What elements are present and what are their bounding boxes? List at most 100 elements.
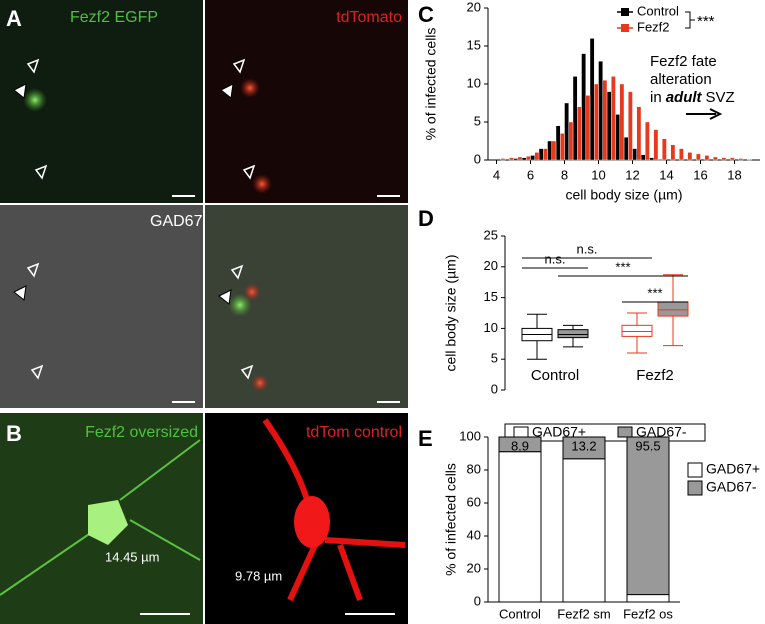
- y-tick-label: 20: [467, 560, 481, 575]
- x-tick-label: 14: [659, 167, 673, 182]
- bar: [606, 91, 612, 161]
- legend-label: GAD67-: [706, 479, 757, 495]
- bar: [500, 158, 506, 161]
- annotation-part: adult: [666, 89, 703, 106]
- x-tick-label: 4: [493, 167, 500, 182]
- panel-letter: A: [6, 6, 22, 31]
- y-tick-label: 10: [484, 320, 498, 335]
- bar: [636, 106, 642, 161]
- x-tick-label: 12: [625, 167, 639, 182]
- y-tick-label: 100: [459, 428, 481, 443]
- x-tick-label: 8: [561, 167, 568, 182]
- annotation: ***: [697, 13, 715, 30]
- significance-label: ***: [647, 285, 662, 300]
- legend-label: Fezf2: [637, 19, 670, 34]
- panel-letter: C: [418, 2, 434, 27]
- image-label: Fezf2 oversized: [85, 424, 198, 441]
- annotation-part: in: [650, 89, 662, 106]
- bar: [730, 157, 735, 161]
- bar: [589, 38, 595, 161]
- bar: [564, 102, 569, 161]
- x-tick-label: Fezf2 sm: [557, 606, 610, 621]
- bar: [615, 114, 620, 161]
- y-tick-label: 5: [491, 351, 498, 366]
- bar-segment: [562, 458, 606, 603]
- bar: [721, 157, 727, 161]
- y-tick-label: 15: [484, 289, 498, 304]
- arrowheads: [13, 83, 234, 305]
- bar-segment: [626, 594, 670, 603]
- image: [0, 205, 203, 408]
- bar: [696, 153, 701, 161]
- measurement: 9.78 µm: [235, 568, 282, 583]
- x-tick-label: 16: [693, 167, 707, 182]
- bar: [509, 157, 514, 161]
- scale-bars: [140, 195, 400, 615]
- bar: [513, 158, 518, 161]
- bar: [517, 156, 523, 161]
- legend-swatch: [617, 426, 633, 438]
- annotation-part: SVZ: [706, 89, 735, 106]
- cell: [88, 500, 128, 545]
- bracket: [685, 11, 695, 29]
- x-axis-label: cell body size (µm): [566, 187, 683, 203]
- cell: [294, 496, 330, 548]
- image-label: tdTom control: [306, 424, 402, 441]
- bar: [594, 83, 599, 161]
- annotation: Fezf2 fate: [650, 53, 717, 70]
- legend-label: GAD67+: [706, 461, 760, 477]
- bar: [534, 152, 540, 161]
- bar: [687, 152, 693, 161]
- bar: [602, 79, 608, 161]
- legend-swatch: [621, 8, 629, 16]
- cell: [228, 293, 252, 317]
- x-tick-label: Fezf2 os: [623, 606, 673, 621]
- bar: [581, 53, 586, 161]
- bar: [704, 155, 710, 161]
- panel-letter: E: [418, 426, 433, 451]
- arrow: [686, 108, 723, 120]
- y-axis-label: % of infected cells: [423, 28, 439, 141]
- bar: [560, 133, 565, 161]
- x-tick-label: 18: [727, 167, 741, 182]
- bar: [653, 129, 659, 161]
- bar: [679, 148, 684, 161]
- y-tick-label: 0: [474, 151, 481, 166]
- bar: [521, 157, 527, 161]
- image-label: GAD67: [150, 213, 203, 230]
- value-label: 13.2: [571, 438, 596, 453]
- bar: [649, 157, 654, 161]
- cell: [252, 174, 272, 194]
- image-label: Fezf2 EGFP: [70, 9, 158, 26]
- bar-segment: [498, 436, 542, 453]
- bar: [585, 95, 591, 161]
- y-tick-label: 10: [467, 75, 481, 90]
- y-tick-label: 60: [467, 494, 481, 509]
- bar-segment: [626, 436, 670, 596]
- bar: [543, 148, 548, 161]
- cell: [23, 88, 47, 112]
- bar: [547, 140, 552, 161]
- legend-label: GAD67+: [532, 424, 586, 440]
- bar: [738, 158, 744, 161]
- y-axis-label: cell body size (µm): [443, 255, 459, 372]
- y-tick-label: 5: [474, 113, 481, 128]
- bar: [555, 125, 561, 161]
- image-label: tdTomato: [336, 9, 402, 26]
- bar: [526, 155, 531, 161]
- bar: [713, 156, 718, 161]
- legend-label: Control: [637, 3, 679, 18]
- bar-segment: [562, 436, 606, 460]
- cell: [240, 78, 260, 98]
- panel-letter: B: [6, 421, 22, 446]
- bar: [662, 138, 667, 161]
- y-tick-label: 25: [484, 227, 498, 242]
- bar: [611, 76, 616, 161]
- annotation: in adult SVZ: [650, 89, 735, 106]
- cell: [251, 374, 269, 392]
- x-tick-label: Fezf2: [636, 367, 674, 384]
- value-label: 95.5: [635, 438, 660, 453]
- significance-label: ***: [615, 259, 630, 274]
- x-tick-label: Control: [531, 367, 579, 384]
